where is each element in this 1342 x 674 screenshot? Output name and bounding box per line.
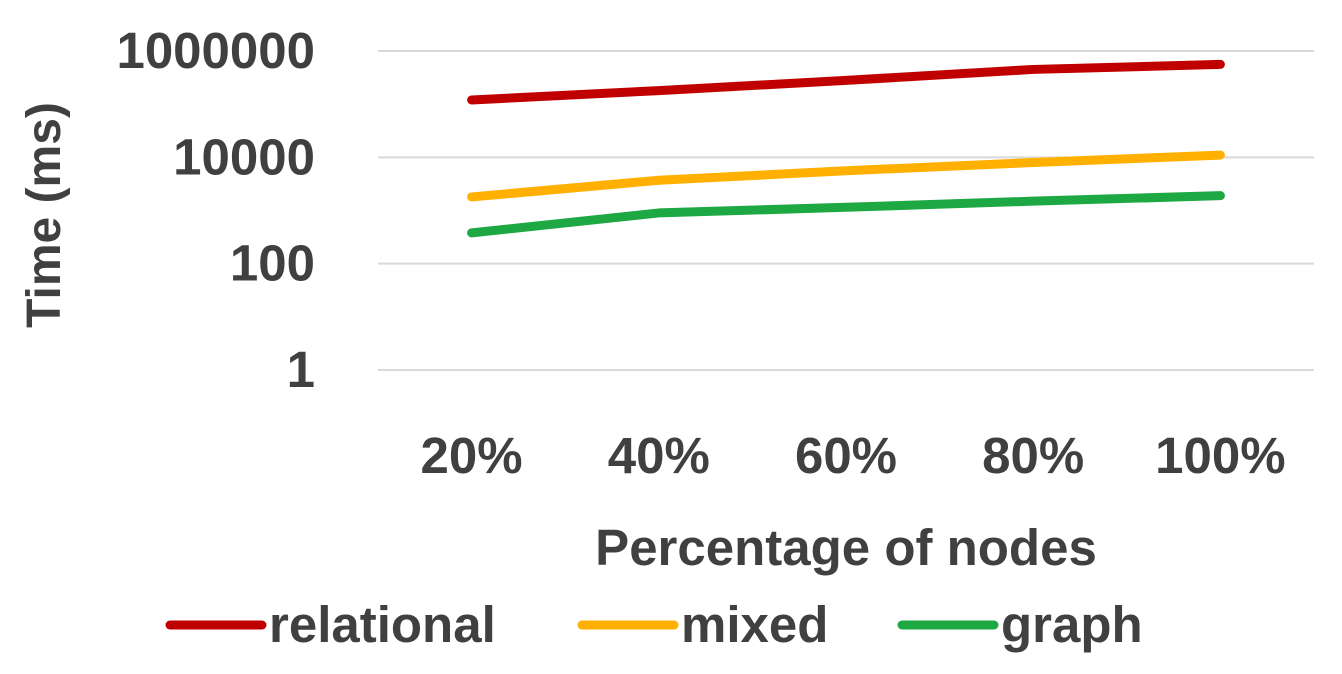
x-tick-label: 20% [421, 427, 523, 484]
x-tick-label: 80% [982, 427, 1084, 484]
y-tick-label: 1000000 [116, 22, 315, 79]
series-line-relational [467, 59, 1225, 105]
x-tick-label: 100% [1155, 427, 1285, 484]
x-tick-label: 60% [795, 427, 897, 484]
series-line-graph [467, 191, 1225, 238]
y-tick-label: 100 [230, 235, 315, 292]
gridlines [378, 50, 1314, 371]
y-axis-ticks: 1 100 10000 1000000 [116, 22, 315, 398]
legend: relational mixed graph [165, 596, 1143, 653]
legend-label-mixed: mixed [681, 596, 828, 653]
y-tick-label: 1 [287, 341, 315, 398]
x-axis-ticks: 20% 40% 60% 80% 100% [421, 427, 1286, 484]
series-lines [467, 59, 1225, 238]
series-line-mixed [467, 150, 1225, 202]
y-tick-label: 10000 [173, 128, 315, 185]
y-axis-label: Time (ms) [18, 102, 71, 328]
x-tick-label: 40% [608, 427, 710, 484]
legend-label-graph: graph [1001, 596, 1143, 653]
x-axis-label: Percentage of nodes [595, 519, 1097, 576]
legend-label-relational: relational [269, 596, 496, 653]
